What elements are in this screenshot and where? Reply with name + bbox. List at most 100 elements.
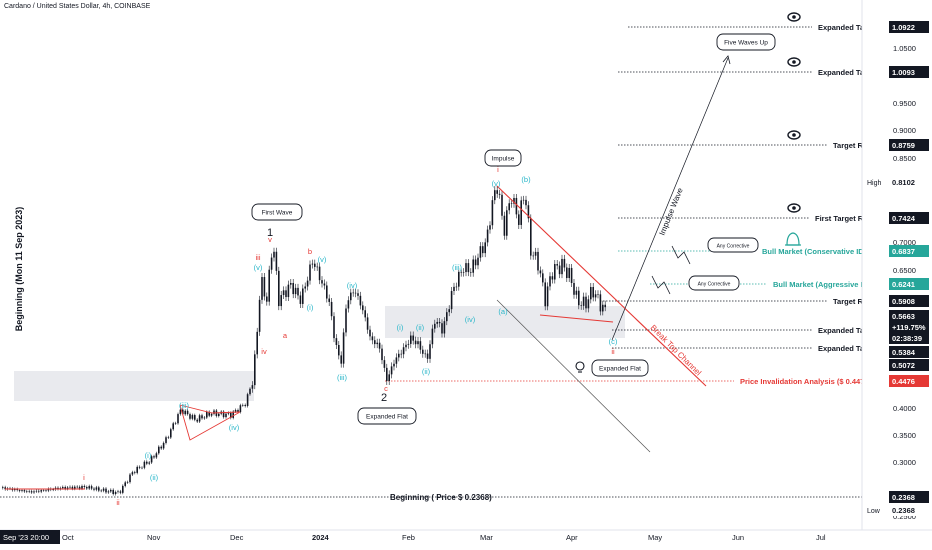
- annotation-frame: [707, 237, 759, 253]
- candle-body: [189, 414, 191, 419]
- candle-body: [268, 269, 270, 302]
- level-label: Bull Market (Conservative IDEA): [762, 247, 877, 256]
- candle-body: [496, 190, 498, 194]
- candle-body: [594, 294, 597, 298]
- price-tag-bg: [889, 21, 929, 33]
- price-tag-bg: [889, 359, 929, 371]
- candle-body: [501, 194, 503, 216]
- annotation-box: Any Corrective: [707, 237, 759, 253]
- candle-body: [294, 287, 297, 295]
- price-tick: 0.9500: [893, 99, 916, 108]
- candle-body: [369, 329, 371, 337]
- candle-body: [522, 199, 525, 201]
- candle-body: [534, 251, 537, 256]
- candle-body: [218, 413, 220, 417]
- candle-body: [78, 486, 81, 489]
- price-tag: 0.6241: [889, 278, 929, 290]
- candle-body: [350, 292, 352, 301]
- candle-body: [184, 410, 186, 415]
- price-tag-bg: [889, 504, 929, 516]
- candle-body: [158, 446, 160, 454]
- candle-body: [146, 461, 148, 464]
- bell-body: [786, 232, 800, 246]
- time-tick: Jul: [816, 533, 826, 542]
- candle-body: [498, 193, 501, 195]
- candle-body: [74, 486, 76, 489]
- candle-body: [138, 466, 141, 468]
- candle-body: [126, 482, 129, 483]
- candle-body: [16, 489, 18, 491]
- candle-body: [52, 489, 54, 491]
- candle-body: [88, 486, 90, 489]
- candle-body: [33, 491, 35, 493]
- annotation-text: Expanded Flat: [366, 414, 408, 421]
- candle-body: [18, 490, 21, 491]
- candle-body: [278, 270, 280, 307]
- candle-body: [287, 284, 290, 298]
- side-label: Beginning (Mon 11 Sep 2023): [14, 206, 24, 332]
- candle-body: [311, 263, 314, 265]
- candle-body: [460, 271, 462, 273]
- price-tag-value: 0.5384: [892, 348, 916, 357]
- candle-body: [362, 305, 364, 311]
- candle-body: [136, 466, 138, 473]
- annotation-text: Any Corrective: [717, 244, 750, 250]
- wave-label: (i): [145, 451, 152, 460]
- candle-body: [417, 341, 419, 345]
- candle-body: [244, 405, 246, 406]
- price-tick: 0.3500: [893, 431, 916, 440]
- candle-body: [143, 461, 146, 468]
- annotation-box: Five Waves Up: [716, 33, 776, 51]
- candle-body: [76, 486, 78, 488]
- candle-body: [196, 419, 198, 422]
- candle-body: [330, 301, 333, 317]
- candle-body: [364, 310, 366, 318]
- candle-body: [280, 295, 282, 307]
- level-label: Expanded Target: [818, 326, 879, 335]
- time-tick: Jun: [732, 533, 744, 542]
- support-zone: [14, 371, 254, 401]
- candle-body: [83, 485, 86, 488]
- candle-body: [105, 488, 107, 493]
- annotation-frame: [357, 407, 417, 425]
- wave-label: a: [283, 331, 288, 340]
- annotation-frame: [716, 33, 776, 51]
- candle-body: [446, 312, 448, 322]
- wave-label: (iv): [465, 315, 476, 324]
- candle-body: [14, 489, 16, 491]
- candle-body: [225, 413, 227, 418]
- candle-body: [441, 323, 443, 334]
- wave-label: c: [384, 384, 388, 393]
- eye-icon: [787, 203, 801, 213]
- candle-body: [352, 292, 354, 294]
- channel-bottom-line: [539, 314, 614, 323]
- eye-icon: [787, 57, 801, 67]
- price-tag: 0.5072: [889, 359, 929, 371]
- candle-body: [489, 225, 491, 230]
- candle-body: [472, 259, 474, 273]
- candle-body: [107, 491, 110, 493]
- candle-body: [299, 295, 302, 304]
- triangle-pattern: [179, 404, 241, 441]
- candle-body: [587, 299, 590, 309]
- candle-body: [491, 200, 494, 226]
- candle-body: [580, 305, 582, 306]
- candle-body: [438, 321, 441, 324]
- price-tag-bg: [889, 66, 929, 78]
- annotation-frame: [251, 203, 303, 221]
- candle-body: [326, 285, 328, 299]
- candle-body: [366, 317, 369, 330]
- wave-label: (iii): [452, 263, 462, 272]
- corrective-zigzag: [651, 275, 671, 295]
- candle-body: [210, 413, 213, 416]
- price-tag: +119.75%: [889, 321, 929, 333]
- candle-body: [90, 486, 93, 489]
- candle-body: [47, 488, 50, 491]
- price-tag-value: 0.8102: [892, 178, 915, 187]
- candle-body: [57, 487, 59, 490]
- candle-body: [141, 467, 143, 469]
- candle-body: [98, 487, 100, 491]
- price-tag-bg: [889, 212, 929, 224]
- candle-body: [40, 490, 42, 492]
